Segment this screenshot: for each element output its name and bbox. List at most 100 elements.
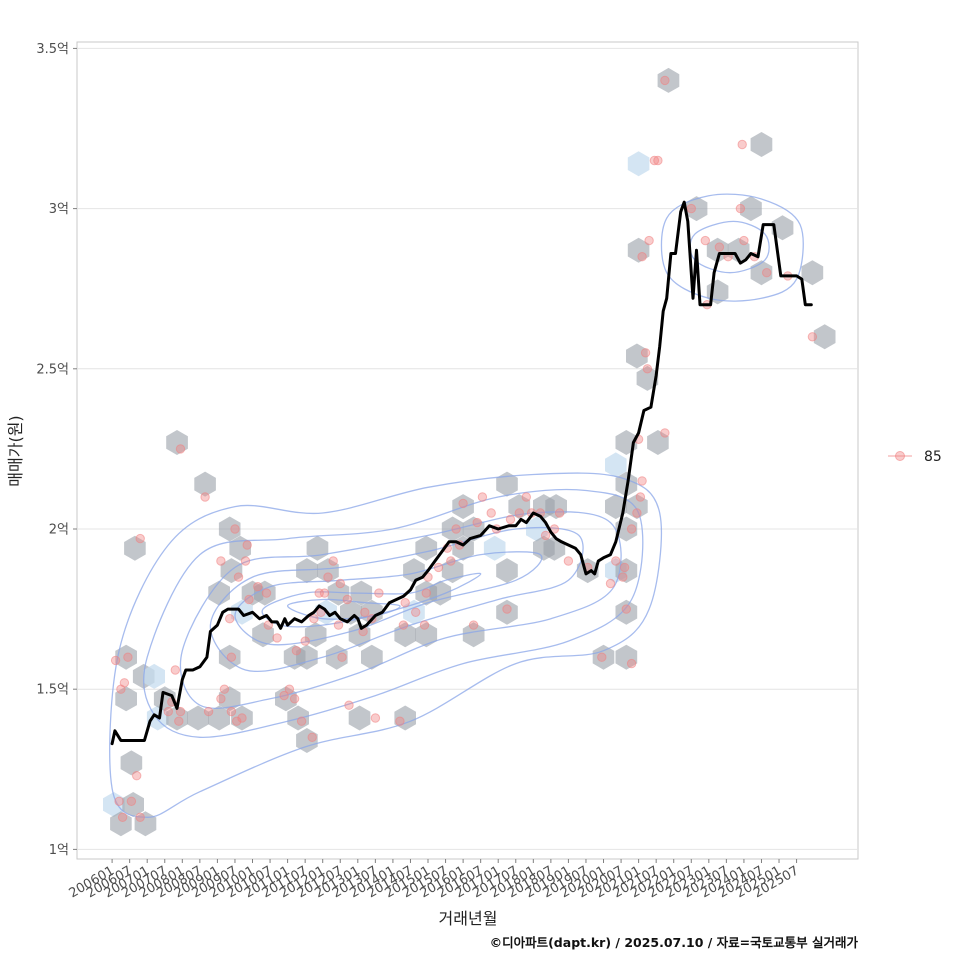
hexbin-cell: [508, 494, 531, 520]
hexbin-cell: [187, 705, 209, 731]
density-contour: [109, 472, 662, 818]
price-point: [660, 75, 670, 86]
hexbin-cell: [545, 494, 567, 520]
price-point: [649, 155, 660, 166]
price-point: [735, 203, 746, 214]
price-point: [618, 572, 628, 582]
hexbin-cell: [801, 260, 824, 286]
price-point: [272, 633, 282, 643]
price-point: [117, 812, 128, 822]
price-point: [640, 348, 651, 358]
price-point: [307, 732, 317, 742]
price-point: [468, 620, 479, 630]
hexbin-cell: [483, 535, 506, 561]
price-point: [446, 556, 456, 566]
price-point: [421, 588, 431, 598]
price-point: [739, 235, 749, 246]
price-point: [242, 540, 252, 550]
hexbin-cell: [496, 558, 518, 584]
density-contour: [234, 551, 543, 646]
price-point: [203, 706, 214, 717]
hexbin-cell: [415, 535, 438, 561]
price-point: [244, 594, 254, 605]
price-point: [714, 242, 725, 252]
price-point: [163, 706, 174, 717]
hexbin-cell: [143, 663, 165, 689]
hexbin-cell: [194, 471, 216, 497]
price-point: [621, 604, 631, 614]
price-point: [411, 607, 421, 617]
price-point: [762, 268, 772, 278]
hexbin-cell: [218, 516, 241, 542]
hexbin-layer: [103, 67, 836, 837]
price-point: [261, 588, 272, 598]
price-point: [309, 614, 319, 624]
y-tick-label: 2억: [49, 522, 69, 537]
price-point: [123, 652, 133, 662]
hexbin-cell: [526, 516, 548, 542]
price-point: [637, 252, 647, 262]
price-point: [398, 620, 409, 630]
price-point: [486, 508, 496, 518]
x-axis: 2006012006072007012007072008012008072009…: [67, 859, 802, 901]
hexbin-cell: [208, 580, 230, 606]
price-point: [597, 652, 607, 662]
hexbin-cell: [727, 237, 750, 263]
hexbin-cell: [441, 516, 464, 542]
price-point: [619, 562, 630, 573]
x-axis-title: 거래년월: [439, 909, 498, 928]
price-point: [240, 556, 251, 566]
price-point: [370, 713, 381, 723]
price-point: [174, 716, 184, 726]
price-point: [514, 508, 524, 518]
hexbin-cell: [750, 132, 773, 157]
density-contour: [143, 488, 644, 738]
price-point: [119, 678, 130, 688]
hexbin-cell: [415, 622, 438, 648]
hexbin-cell: [615, 599, 638, 625]
price-point: [637, 476, 647, 486]
hexbin-cell: [496, 471, 518, 497]
hexbin-cell: [813, 324, 836, 350]
price-point: [686, 203, 696, 214]
hexbin-cell: [348, 705, 371, 731]
hexbin-cell: [317, 558, 339, 584]
price-point: [611, 556, 621, 566]
hexbin-cell: [403, 558, 425, 584]
density-contour: [179, 511, 622, 709]
hexbin-cell: [103, 792, 125, 817]
price-point: [344, 700, 354, 710]
price-point: [110, 655, 121, 666]
price-point: [279, 690, 289, 701]
price-point: [635, 492, 646, 502]
hexbin-cell: [115, 644, 137, 670]
density-contour: [209, 526, 584, 673]
price-point: [296, 716, 307, 726]
price-point: [226, 652, 237, 662]
hexbin-cell: [462, 622, 485, 648]
price-point: [335, 578, 345, 589]
hexbin-cell: [120, 750, 143, 776]
price-point: [263, 620, 273, 630]
hexbin-cell: [122, 792, 144, 817]
price-point: [700, 235, 710, 246]
hexbin-cell: [166, 430, 188, 455]
density-contour: [660, 193, 804, 302]
hexbin-cell: [124, 535, 146, 561]
y-tick-label: 3억: [49, 202, 69, 217]
legend: 85: [888, 449, 942, 465]
price-point: [400, 598, 410, 608]
price-point: [284, 684, 295, 694]
hexbin-cell: [166, 705, 188, 731]
hexbin-cell: [647, 430, 669, 455]
price-point: [253, 582, 263, 592]
hexbin-cell: [115, 686, 137, 712]
price-point: [451, 524, 461, 534]
y-tick-label: 1억: [49, 843, 69, 858]
price-point: [632, 508, 642, 518]
density-contour: [286, 598, 401, 620]
hexbin-cell: [361, 644, 383, 670]
price-point: [521, 492, 531, 502]
price-point: [132, 771, 142, 781]
price-point: [126, 796, 137, 806]
